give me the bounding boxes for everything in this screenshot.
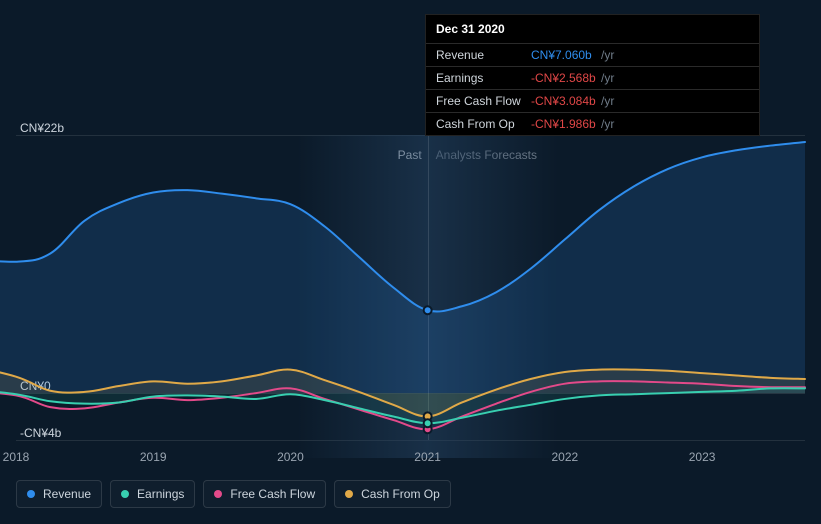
chart-legend: Revenue Earnings Free Cash Flow Cash From O…	[16, 480, 451, 508]
legend-dot-icon	[27, 490, 35, 498]
tooltip-row-value: CN¥7.060b	[531, 48, 597, 62]
financial-chart: Dec 31 2020 RevenueCN¥7.060b/yrEarnings-…	[0, 0, 821, 524]
legend-item-cash_from_op[interactable]: Cash From Op	[334, 480, 451, 508]
tooltip-row-unit: /yr	[601, 48, 614, 62]
tooltip-row-unit: /yr	[601, 94, 614, 108]
tooltip-row-value: -CN¥2.568b	[531, 71, 597, 85]
tooltip-row-value: -CN¥3.084b	[531, 94, 597, 108]
chart-plot[interactable]	[16, 135, 805, 440]
tooltip-row: Earnings-CN¥2.568b/yr	[426, 67, 759, 90]
tooltip-rows: RevenueCN¥7.060b/yrEarnings-CN¥2.568b/yr…	[426, 44, 759, 135]
tooltip-row: Free Cash Flow-CN¥3.084b/yr	[426, 90, 759, 113]
chart-tooltip: Dec 31 2020 RevenueCN¥7.060b/yrEarnings-…	[425, 14, 760, 136]
tooltip-date: Dec 31 2020	[426, 15, 759, 44]
tooltip-row: Cash From Op-CN¥1.986b/yr	[426, 113, 759, 135]
series-fill-revenue	[0, 142, 805, 393]
tooltip-row-label: Earnings	[436, 71, 531, 85]
y-gridline	[16, 440, 805, 441]
tooltip-row-label: Revenue	[436, 48, 531, 62]
x-axis-label: 2020	[277, 450, 304, 464]
tooltip-row-value: -CN¥1.986b	[531, 117, 597, 131]
tooltip-row-label: Free Cash Flow	[436, 94, 531, 108]
series-marker-revenue	[424, 306, 432, 314]
y-axis-label: CN¥22b	[20, 121, 64, 135]
tooltip-row-label: Cash From Op	[436, 117, 531, 131]
legend-item-label: Cash From Op	[361, 487, 440, 501]
legend-dot-icon	[214, 490, 222, 498]
x-axis-label: 2018	[3, 450, 30, 464]
x-axis-label: 2023	[689, 450, 716, 464]
legend-item-free_cash_flow[interactable]: Free Cash Flow	[203, 480, 326, 508]
x-axis-label: 2022	[552, 450, 579, 464]
legend-dot-icon	[121, 490, 129, 498]
legend-item-revenue[interactable]: Revenue	[16, 480, 102, 508]
tooltip-row-unit: /yr	[601, 71, 614, 85]
legend-item-label: Revenue	[43, 487, 91, 501]
legend-item-label: Earnings	[137, 487, 184, 501]
tooltip-row: RevenueCN¥7.060b/yr	[426, 44, 759, 67]
tooltip-row-unit: /yr	[601, 117, 614, 131]
legend-item-label: Free Cash Flow	[230, 487, 315, 501]
series-marker-earnings	[424, 419, 432, 427]
x-axis-label: 2021	[414, 450, 441, 464]
x-axis-label: 2019	[140, 450, 167, 464]
legend-dot-icon	[345, 490, 353, 498]
legend-item-earnings[interactable]: Earnings	[110, 480, 195, 508]
